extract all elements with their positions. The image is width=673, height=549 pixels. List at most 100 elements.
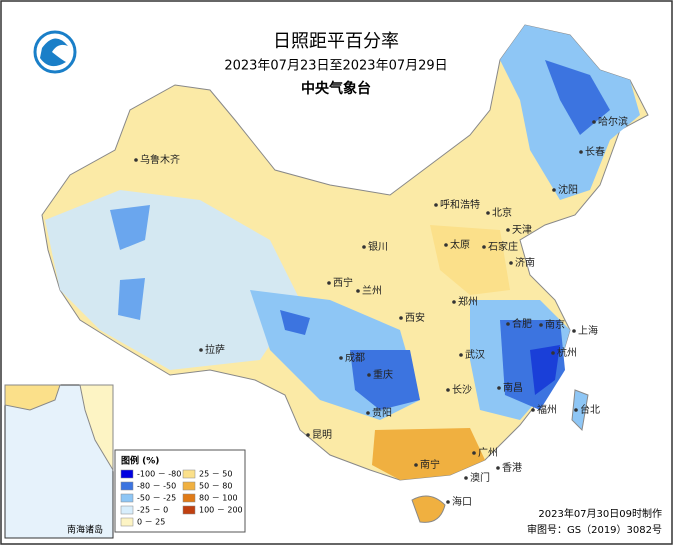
logo — [33, 30, 77, 74]
legend-label: -50 － -25 — [137, 494, 176, 503]
legend-swatch — [120, 505, 134, 515]
city-label: 海口 — [452, 495, 472, 508]
city-label: 乌鲁木齐 — [140, 153, 180, 166]
city-dot — [199, 348, 203, 352]
legend-label: -100 － -80 — [137, 470, 181, 479]
city-dot — [509, 261, 513, 265]
city-label: 太原 — [450, 238, 470, 251]
city-dot — [496, 466, 500, 470]
city-label: 昆明 — [312, 429, 332, 441]
legend-swatch — [120, 469, 134, 479]
city-dot — [414, 463, 418, 467]
legend-label: 25 － 50 — [199, 470, 232, 479]
city-dot — [579, 150, 583, 154]
city-dot — [356, 289, 360, 293]
city-label: 兰州 — [362, 284, 382, 297]
city-dot — [551, 351, 555, 355]
city-label: 西宁 — [333, 276, 353, 289]
city-label: 长沙 — [452, 384, 472, 396]
city-dot — [472, 451, 476, 455]
legend: 图例 (%) -100 － -80 -80 － -50 -50 － -25 -25 －… — [114, 449, 246, 533]
legend-label: 100 － 200 — [199, 506, 243, 515]
legend-label: -80 － -50 — [137, 482, 176, 491]
city-dot — [482, 245, 486, 249]
city-dot — [506, 228, 510, 232]
city-dot — [399, 316, 403, 320]
city-dot — [434, 203, 438, 207]
legend-label: 0 － 25 — [137, 518, 165, 527]
legend-label: -25 － 0 — [137, 506, 168, 515]
legend-swatch — [182, 505, 196, 515]
city-label: 呼和浩特 — [440, 199, 480, 211]
city-label: 合肥 — [512, 317, 532, 330]
city-dot — [531, 408, 535, 412]
legend-swatch — [182, 469, 196, 479]
legend-swatch — [182, 481, 196, 491]
city-label: 贵阳 — [372, 406, 392, 419]
subtitle: 2023年07月23日至2023年07月29日 — [224, 59, 447, 74]
city-label: 郑州 — [458, 295, 478, 308]
city-label: 武汉 — [465, 348, 485, 361]
legend-label: 80 － 100 — [199, 494, 238, 503]
footer-approval: 审图号：GS（2019）3082号 — [527, 523, 662, 536]
city-label: 澳门 — [470, 471, 490, 484]
city-label: 天津 — [512, 224, 532, 236]
city-label: 香港 — [502, 462, 522, 474]
city-label: 长春 — [585, 146, 605, 158]
city-label: 南京 — [545, 318, 565, 331]
inset-map: 南海诸岛 — [4, 384, 114, 539]
city-dot — [539, 323, 543, 327]
legend-items: -100 － -80 -80 － -50 -50 － -25 -25 － 0 0 － 2… — [120, 469, 243, 527]
city-dot — [464, 476, 468, 480]
city-dot — [486, 211, 490, 215]
legend-swatch — [120, 481, 134, 491]
city-label: 福州 — [537, 403, 557, 416]
city-label: 南宁 — [420, 458, 440, 471]
china-map — [41, 24, 649, 523]
city-dot — [362, 245, 366, 249]
city-dot — [327, 281, 331, 285]
city-label: 沈阳 — [558, 183, 578, 196]
city-dot — [574, 408, 578, 412]
city-dot — [446, 388, 450, 392]
agency: 中央气象台 — [301, 80, 371, 97]
city-label: 石家庄 — [488, 240, 518, 253]
city-dot — [339, 356, 343, 360]
city-label: 杭州 — [557, 346, 577, 359]
legend-label: 50 － 80 — [199, 482, 232, 491]
legend-swatch — [182, 493, 196, 503]
city-dot — [134, 158, 138, 162]
footer-made: 2023年07月30日09时制作 — [538, 507, 662, 520]
city-label: 哈尔滨 — [598, 115, 628, 128]
city-dot — [366, 411, 370, 415]
city-dot — [367, 373, 371, 377]
city-label: 上海 — [578, 324, 598, 337]
city-label: 成都 — [345, 352, 365, 364]
city-label: 广州 — [478, 447, 498, 459]
city-label: 北京 — [492, 206, 512, 219]
city-dot — [452, 300, 456, 304]
city-dot — [444, 243, 448, 247]
city-label: 济南 — [515, 256, 535, 269]
legend-swatch — [120, 517, 134, 527]
city-dot — [306, 433, 310, 437]
legend-swatch — [120, 493, 134, 503]
city-label: 南昌 — [503, 381, 523, 394]
city-label: 银川 — [368, 240, 388, 253]
city-dot — [497, 386, 501, 390]
inset-label: 南海诸岛 — [67, 524, 103, 536]
city-dot — [552, 188, 556, 192]
city-label: 拉萨 — [205, 343, 225, 356]
city-dot — [459, 353, 463, 357]
city-dot — [506, 322, 510, 326]
city-dot — [572, 329, 576, 333]
city-label: 重庆 — [373, 368, 393, 381]
city-dot — [446, 500, 450, 504]
title: 日照距平百分率 — [273, 31, 399, 52]
city-label: 台北 — [580, 403, 600, 416]
city-label: 西安 — [405, 311, 425, 324]
legend-title: 图例 (%) — [121, 455, 159, 467]
city-dot — [592, 120, 596, 124]
